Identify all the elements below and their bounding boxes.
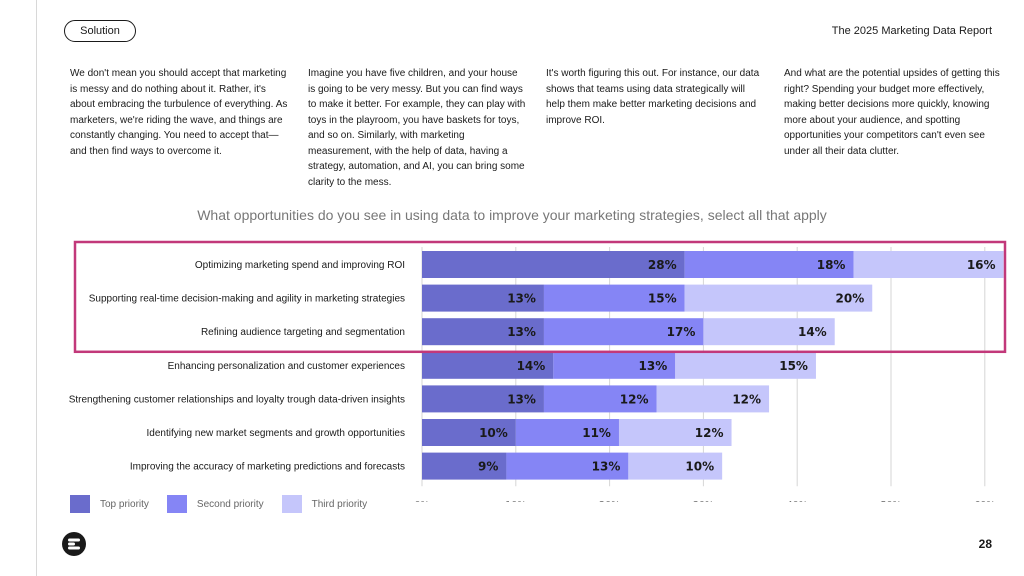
value-label-third-priority-row-5: 12% [695,426,724,440]
x-tick-label: 50% [880,500,901,502]
value-label-top-priority-row-2: 13% [507,325,536,339]
bar-second-priority-row-1 [543,284,685,312]
bar-top-priority-row-2 [422,318,544,346]
bar-third-priority-row-2 [703,318,835,346]
section-label: Solution [64,20,136,42]
category-label-enhancing-personalization-and-customer-e: Enhancing personalization and customer e… [168,361,405,372]
category-label-supporting-real-time-decision-making-and: Supporting real-time decision-making and… [89,294,405,305]
bar-top-priority-row-5 [422,419,516,446]
value-label-third-priority-row-3: 15% [779,359,808,373]
bar-top-priority-row-4 [422,385,544,413]
chart-title: What opportunities do you see in using d… [197,207,827,223]
category-label-identifying-new-market-segments-and-grow: Identifying new market segments and grow… [147,428,405,439]
value-label-second-priority-row-2: 17% [667,325,696,339]
bar-second-priority-row-3 [553,351,676,379]
bar-second-priority-row-6 [506,452,629,480]
highlight-box [73,240,1007,354]
x-tick-label: 10% [505,500,526,502]
legend-item-third-priority: Third priority [281,495,368,513]
page-number: 28 [978,537,992,551]
brand-logo-icon [62,532,86,556]
value-label-third-priority-row-0: 16% [967,258,996,272]
value-label-second-priority-row-6: 13% [592,460,621,474]
stacked-bar-chart: 0% 10% 20% 30% 40% 50% 60% Optimizing marketing… [69,240,1007,502]
value-label-third-priority-row-1: 20% [836,292,865,306]
value-label-second-priority-row-1: 15% [648,292,677,306]
x-tick-label: 0% [414,500,429,502]
legend-swatch-top-priority [70,495,90,513]
category-label-improving-the-accuracy-of-marketing-pred: Improving the accuracy of marketing pred… [130,462,405,473]
bar-second-priority-row-2 [543,318,704,346]
legend-item-second-priority: Second priority [166,495,264,513]
x-tick-label: 60% [974,500,995,502]
bar-third-priority-row-6 [628,452,723,480]
bar-top-priority-row-6 [422,452,507,480]
bar-second-priority-row-4 [543,385,657,413]
value-label-top-priority-row-3: 14% [517,359,546,373]
body-column-2: Imagine you have five children, and your… [308,68,526,188]
value-label-second-priority-row-0: 18% [817,258,846,272]
chart-legend: Top priority Second priority Third prior… [70,495,385,513]
bar-second-priority-row-5 [515,419,619,446]
bar-third-priority-row-5 [618,419,732,446]
bar-third-priority-row-0 [853,251,1004,278]
category-label-refining-audience-targeting-and-segmenta: Refining audience targeting and segmenta… [201,327,405,338]
value-label-third-priority-row-2: 14% [798,325,827,339]
legend-label-top-priority: Top priority [100,498,149,510]
legend-label-third-priority: Third priority [311,498,368,510]
body-column-4: And what are the potential upsides of ge… [784,68,1000,157]
report-title: The 2025 Marketing Data Report [831,25,992,37]
legend-swatch-second-priority [166,495,187,513]
bar-third-priority-row-4 [656,385,770,413]
left-margin-rule [36,0,37,576]
value-label-top-priority-row-4: 13% [507,392,536,406]
legend-item-top-priority: Top priority [70,495,149,513]
value-label-third-priority-row-4: 12% [732,392,761,406]
x-tick-label: 20% [599,500,620,502]
bar-top-priority-row-3 [422,351,554,379]
category-label-optimizing-marketing-spend-and-improving: Optimizing marketing spend and improving… [195,260,405,271]
legend-label-second-priority: Second priority [196,498,264,510]
category-label-strengthening-customer-relationships-and: Strengthening customer relationships and… [69,394,405,405]
bar-third-priority-row-3 [675,351,816,379]
body-column-1: We don't mean you should accept that mar… [70,68,288,157]
value-label-second-priority-row-3: 13% [639,359,668,373]
legend-swatch-third-priority [281,495,302,513]
value-label-top-priority-row-0: 28% [648,258,677,272]
value-label-top-priority-row-1: 13% [507,292,536,306]
body-column-3: It's worth figuring this out. For instan… [546,68,760,126]
bar-third-priority-row-1 [684,284,873,312]
bar-top-priority-row-0 [422,251,685,278]
value-label-top-priority-row-5: 10% [479,426,508,440]
value-label-second-priority-row-4: 12% [620,392,649,406]
x-tick-label: 40% [787,500,808,502]
x-tick-label: 30% [693,500,714,502]
bar-top-priority-row-1 [422,284,544,312]
value-label-third-priority-row-6: 10% [685,460,714,474]
value-label-top-priority-row-6: 9% [478,460,498,474]
value-label-second-priority-row-5: 11% [582,426,611,440]
bar-second-priority-row-0 [684,251,854,278]
